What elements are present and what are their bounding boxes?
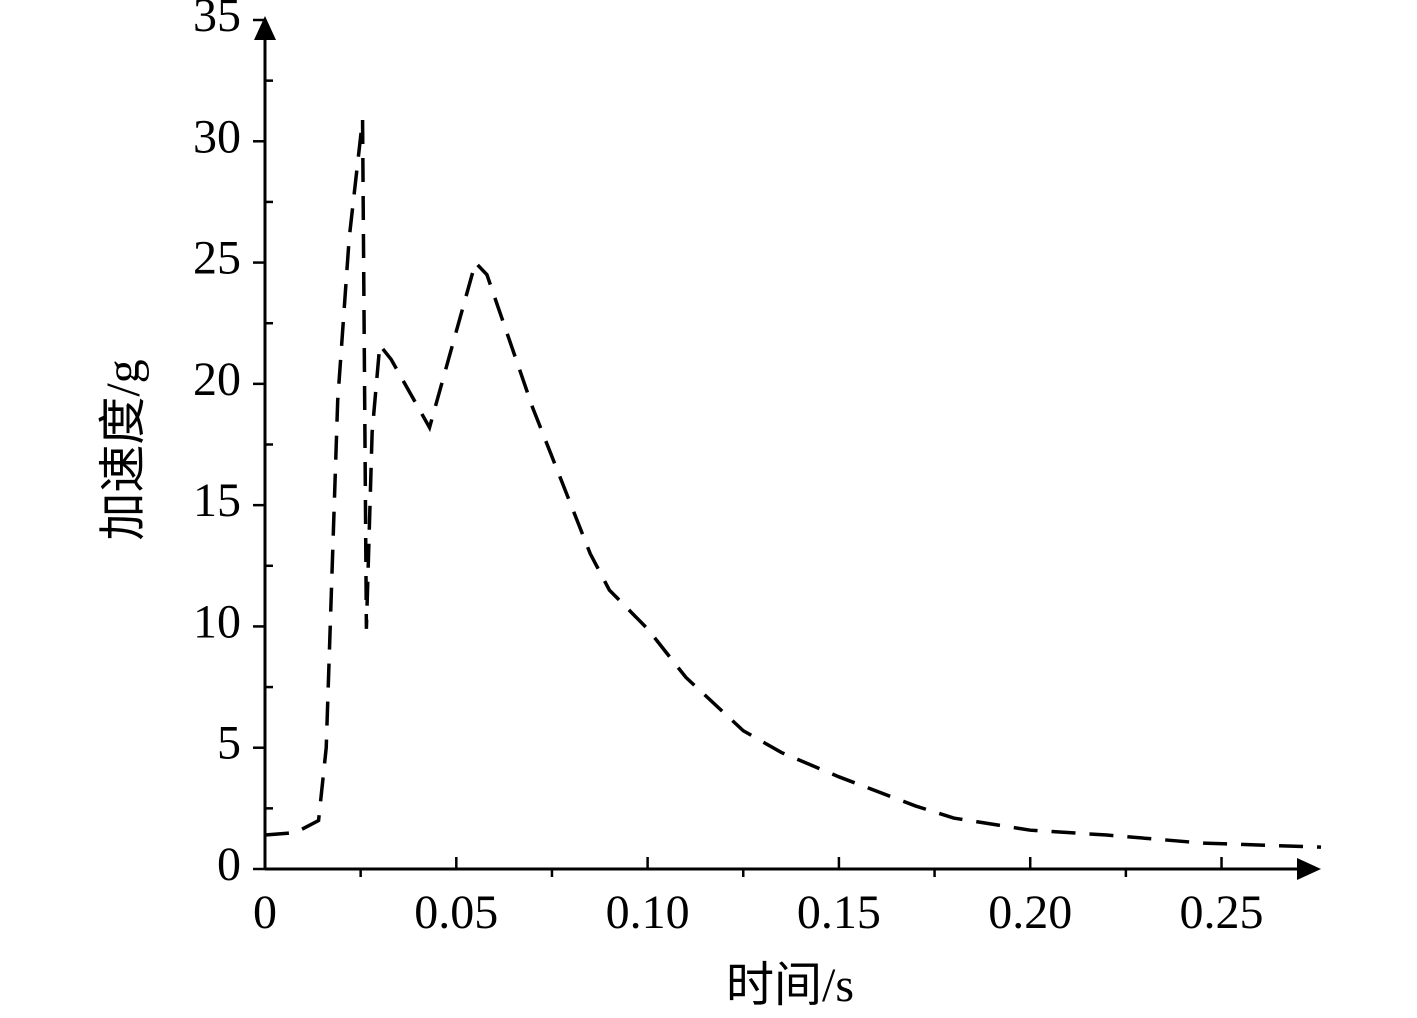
y-tick-label: 35: [193, 0, 241, 42]
y-tick-label: 15: [193, 474, 241, 527]
y-tick-label: 10: [193, 595, 241, 648]
y-axis-arrow: [254, 16, 276, 40]
x-tick-label: 0.10: [606, 886, 690, 939]
data-line: [264, 119, 1322, 849]
y-axis-label: 加速度/g: [97, 359, 150, 540]
x-axis-label: 时间/s: [726, 959, 854, 1012]
y-tick-label: 0: [217, 838, 241, 891]
y-tick-label: 30: [193, 110, 241, 163]
x-tick-label: 0.25: [1180, 886, 1264, 939]
y-tick-label: 25: [193, 232, 241, 285]
x-tick-label: 0.05: [414, 886, 498, 939]
y-tick-label: 20: [193, 353, 241, 406]
x-tick-label: 0.20: [988, 886, 1072, 939]
x-tick-label: 0: [253, 886, 277, 939]
x-axis-arrow: [1297, 858, 1321, 880]
y-tick-label: 5: [217, 717, 241, 770]
x-tick-label: 0.15: [797, 886, 881, 939]
